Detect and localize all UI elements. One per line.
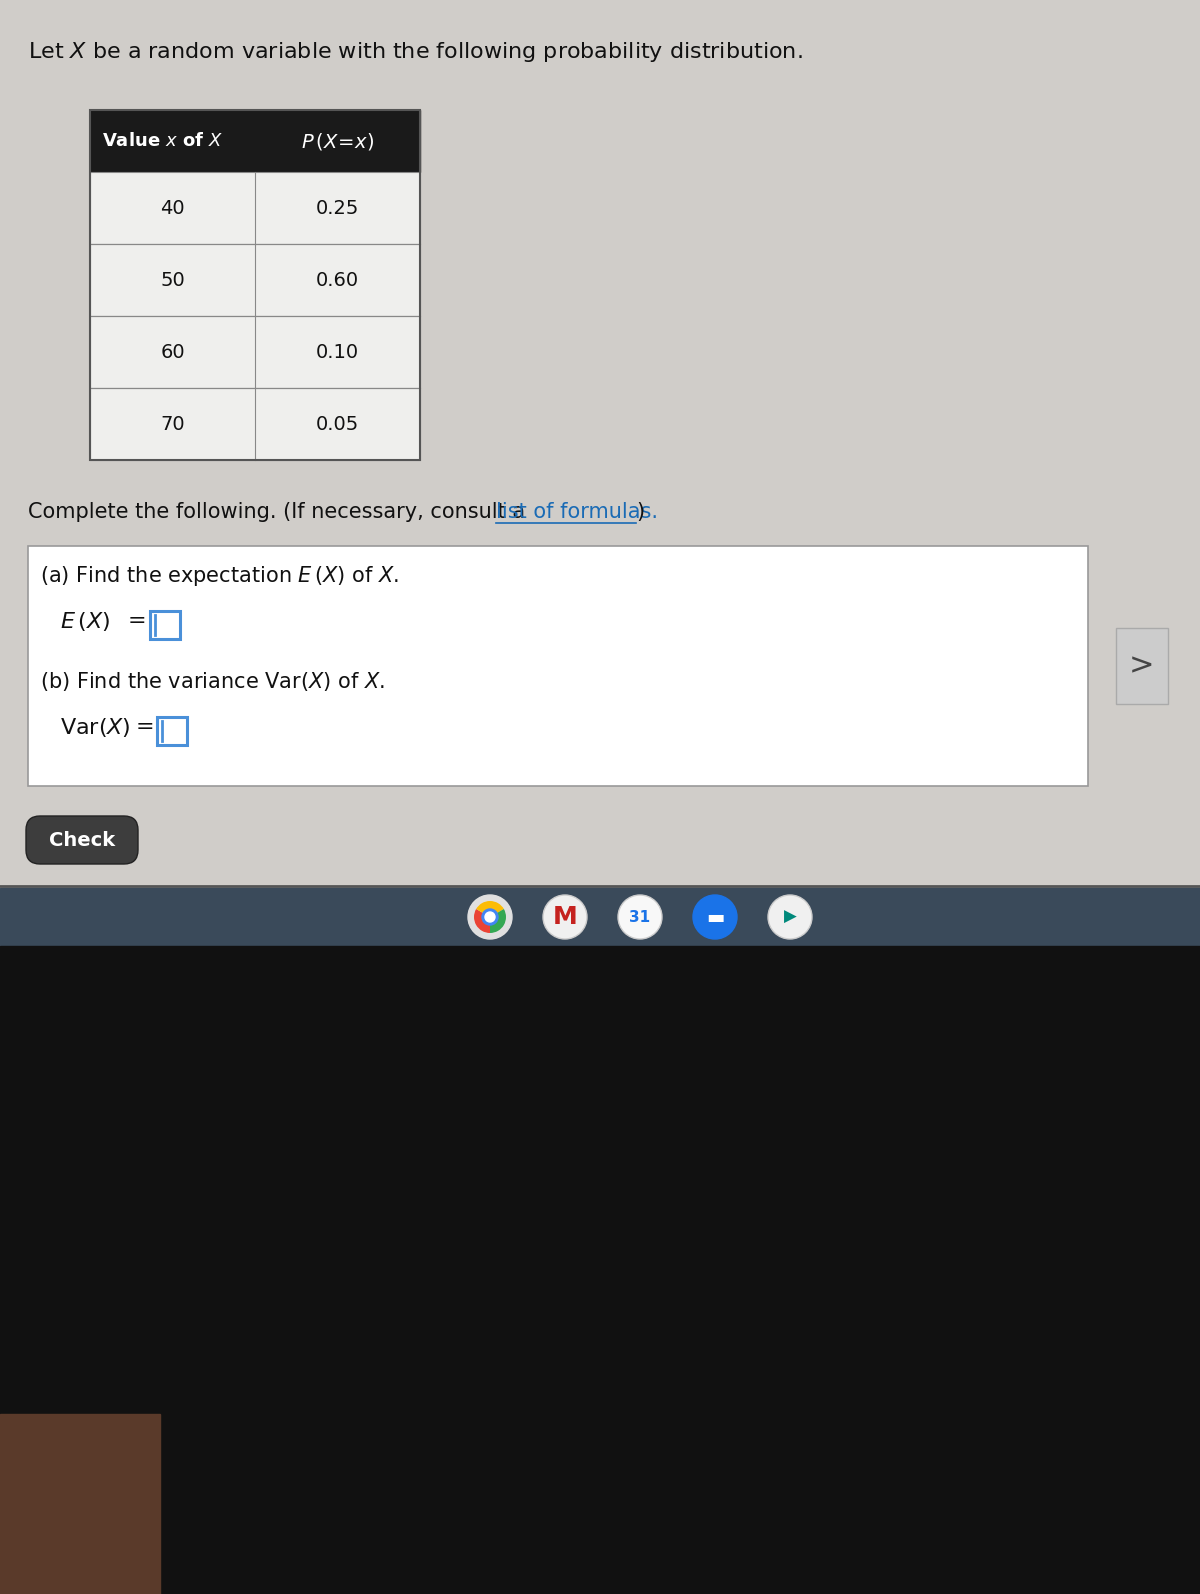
Text: ▶: ▶ — [784, 909, 797, 926]
Text: 70: 70 — [160, 414, 185, 434]
Text: ): ) — [636, 502, 644, 521]
Bar — [0, 945, 1200, 1594]
FancyBboxPatch shape — [26, 816, 138, 864]
Wedge shape — [476, 901, 504, 917]
Text: 0.10: 0.10 — [316, 343, 359, 362]
Bar — [90, 110, 420, 172]
Wedge shape — [490, 909, 506, 932]
Bar — [150, 611, 180, 639]
Bar — [157, 717, 187, 744]
Bar — [0, 1414, 160, 1594]
Text: Var$(X)$: Var$(X)$ — [60, 716, 131, 740]
Circle shape — [694, 894, 737, 939]
Bar — [90, 110, 420, 461]
Text: $P\,(X\!=\!x)$: $P\,(X\!=\!x)$ — [301, 131, 374, 151]
Text: 0.05: 0.05 — [316, 414, 359, 434]
Circle shape — [618, 894, 662, 939]
Text: =: = — [128, 611, 146, 631]
Text: (b) Find the variance Var$(X)$ of $X$.: (b) Find the variance Var$(X)$ of $X$. — [40, 669, 385, 693]
Text: Check: Check — [49, 830, 115, 850]
Circle shape — [482, 909, 498, 925]
Text: M: M — [553, 905, 577, 929]
Circle shape — [485, 912, 496, 921]
Text: ▬: ▬ — [706, 907, 724, 926]
Bar — [90, 172, 420, 244]
Text: Let $X$ be a random variable with the following probability distribution.: Let $X$ be a random variable with the fo… — [28, 40, 803, 64]
Text: 0.25: 0.25 — [316, 199, 359, 217]
Text: 31: 31 — [630, 910, 650, 925]
Text: 40: 40 — [160, 199, 185, 217]
Text: =: = — [136, 717, 155, 736]
Wedge shape — [474, 909, 490, 932]
Text: >: > — [1129, 652, 1154, 681]
Text: Value $x$ of $X$: Value $x$ of $X$ — [102, 132, 223, 150]
Text: 60: 60 — [160, 343, 185, 362]
Circle shape — [468, 894, 512, 939]
Text: 0.60: 0.60 — [316, 271, 359, 290]
Circle shape — [542, 894, 587, 939]
Bar — [1116, 628, 1168, 705]
Text: $E\,(X)$: $E\,(X)$ — [60, 611, 110, 633]
Text: 50: 50 — [160, 271, 185, 290]
Text: Complete the following. (If necessary, consult a: Complete the following. (If necessary, c… — [28, 502, 532, 521]
Bar — [90, 244, 420, 316]
Bar — [90, 316, 420, 387]
Circle shape — [768, 894, 812, 939]
Text: list of formulas.: list of formulas. — [496, 502, 658, 521]
Bar — [0, 888, 1200, 945]
Text: (a) Find the expectation $E\,(X)$ of $X$.: (a) Find the expectation $E\,(X)$ of $X$… — [40, 564, 400, 588]
Bar — [90, 387, 420, 461]
Bar — [28, 547, 1088, 786]
